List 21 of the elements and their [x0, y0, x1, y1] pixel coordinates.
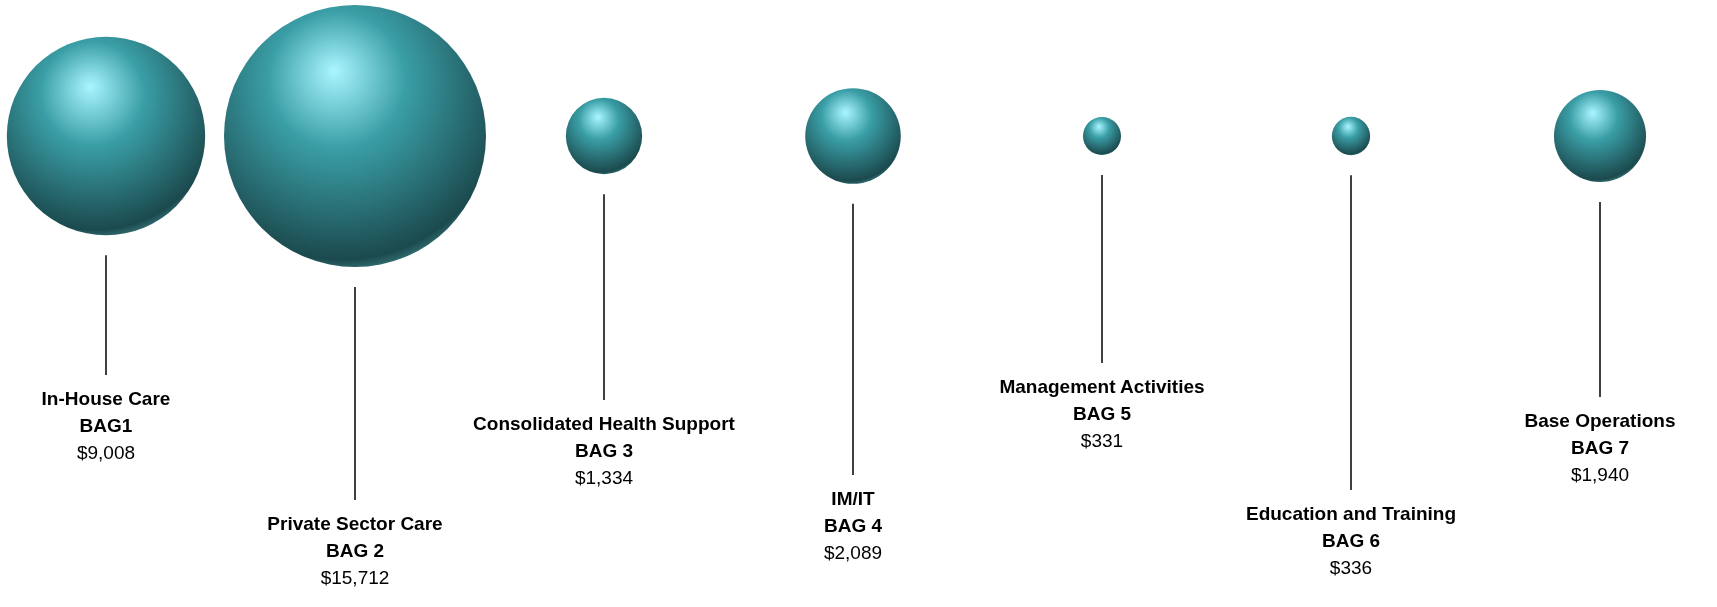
- text: BAG 7: [1570, 437, 1630, 458]
- text: BAG 3: [574, 440, 634, 461]
- text: BAG 5: [1072, 403, 1132, 424]
- data-label: $1,940: [1570, 464, 1630, 485]
- text: BAG 4: [823, 515, 883, 536]
- data-label: $336: [1329, 557, 1373, 578]
- data-label: $2,089: [823, 542, 883, 563]
- data-label: $1,334: [574, 467, 634, 488]
- category-label: Consolidated Health Support: [473, 413, 736, 434]
- text: BAG1: [79, 415, 133, 436]
- data-label: $9,008: [76, 442, 136, 463]
- text: BAG 2: [325, 540, 385, 561]
- data-label: $331: [1080, 430, 1124, 451]
- category-label: IM/IT: [831, 488, 876, 509]
- category-label: Education and Training: [1245, 503, 1457, 524]
- category-label: Base Operations: [1524, 410, 1676, 431]
- data-label: $15,712: [320, 567, 390, 588]
- category-label: Management Activities: [999, 376, 1205, 397]
- category-label: Private Sector Care: [267, 513, 443, 534]
- category-label: In-House Care: [41, 388, 171, 409]
- text: BAG 6: [1321, 530, 1381, 551]
